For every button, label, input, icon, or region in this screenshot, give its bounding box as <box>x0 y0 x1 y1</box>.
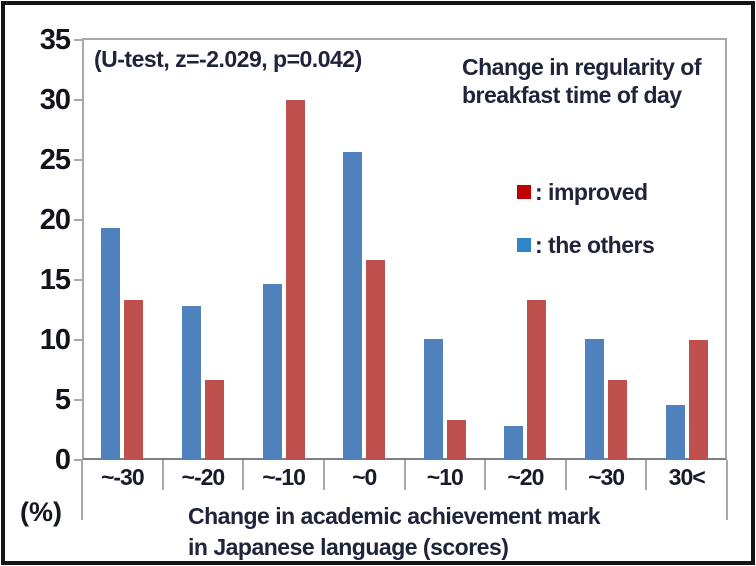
x-tick-label: 30< <box>668 464 706 490</box>
y-tick-label: 10 <box>39 324 71 356</box>
x-tick-label: ~-30 <box>100 464 145 490</box>
bar-the-others <box>504 426 524 460</box>
x-tick-label: ~-10 <box>262 464 306 490</box>
bar-the-others <box>343 152 363 460</box>
x-tick-mark <box>484 460 487 490</box>
x-tick-mark <box>403 460 406 490</box>
y-tick-mark <box>74 159 82 161</box>
legend-title-line2: breakfast time of day <box>462 82 682 108</box>
y-axis-extension <box>81 460 83 520</box>
y-tick-mark <box>74 99 82 101</box>
x-tick-label: ~10 <box>426 464 464 490</box>
bar-the-others <box>181 306 201 460</box>
legend-item-improved: : improved <box>517 178 648 205</box>
y-tick-label: 30 <box>39 84 71 116</box>
x-axis-title-line1: Change in academic achievement mark <box>188 503 601 529</box>
y-tick-mark <box>74 219 82 221</box>
bar-improved <box>446 420 466 460</box>
y-tick-label: 20 <box>39 204 71 236</box>
x-axis-title: Change in academic achievement mark in J… <box>188 501 601 563</box>
x-tick-mark <box>161 460 164 490</box>
bar-the-others <box>423 339 443 460</box>
bar-improved <box>366 260 386 460</box>
x-tick-mark <box>242 460 245 490</box>
bar-improved <box>688 340 708 460</box>
legend-title-line1: Change in regularity of <box>462 54 701 80</box>
y-tick-mark <box>74 399 82 401</box>
y-tick-mark <box>74 339 82 341</box>
plot-area <box>82 38 727 460</box>
y-tick-label: 25 <box>39 144 71 176</box>
bar-improved <box>527 300 547 460</box>
y-tick-label: 35 <box>39 24 71 56</box>
bar-improved <box>124 300 144 460</box>
bar-improved <box>608 380 628 460</box>
x-tick-label: ~0 <box>352 464 377 490</box>
stat-test-annotation: (U-test, z=-2.029, p=0.042) <box>94 46 362 72</box>
y-tick-mark <box>74 459 82 461</box>
y-tick-label: 0 <box>54 444 71 476</box>
right-frame-extension <box>726 460 728 520</box>
bar-the-others <box>585 339 605 460</box>
y-tick-mark <box>74 279 82 281</box>
x-tick-label: ~30 <box>588 464 625 490</box>
legend-swatch-improved-icon <box>517 185 531 199</box>
y-tick-label: 15 <box>39 264 71 296</box>
bar-the-others <box>101 228 121 460</box>
bar-the-others <box>665 405 685 460</box>
legend-swatch-the-others-icon <box>517 238 531 252</box>
legend-item-the-others: : the others <box>517 231 655 258</box>
bar-improved <box>285 100 305 460</box>
x-tick-label: ~-20 <box>181 464 226 490</box>
y-tick-mark <box>74 39 82 41</box>
bar-the-others <box>262 284 282 460</box>
x-tick-mark <box>564 460 567 490</box>
bar-improved <box>204 380 224 460</box>
y-tick-label: 5 <box>54 384 71 416</box>
legend-label-the-others: : the others <box>535 231 655 258</box>
legend-title: Change in regularity of breakfast time o… <box>462 53 701 109</box>
legend-label-improved: : improved <box>535 178 648 205</box>
x-tick-label: ~20 <box>507 464 544 490</box>
x-tick-mark <box>322 460 325 490</box>
y-axis-unit-label: (%) <box>20 497 62 527</box>
x-axis-title-line2: in Japanese language (scores) <box>188 534 509 560</box>
x-tick-mark <box>645 460 648 490</box>
